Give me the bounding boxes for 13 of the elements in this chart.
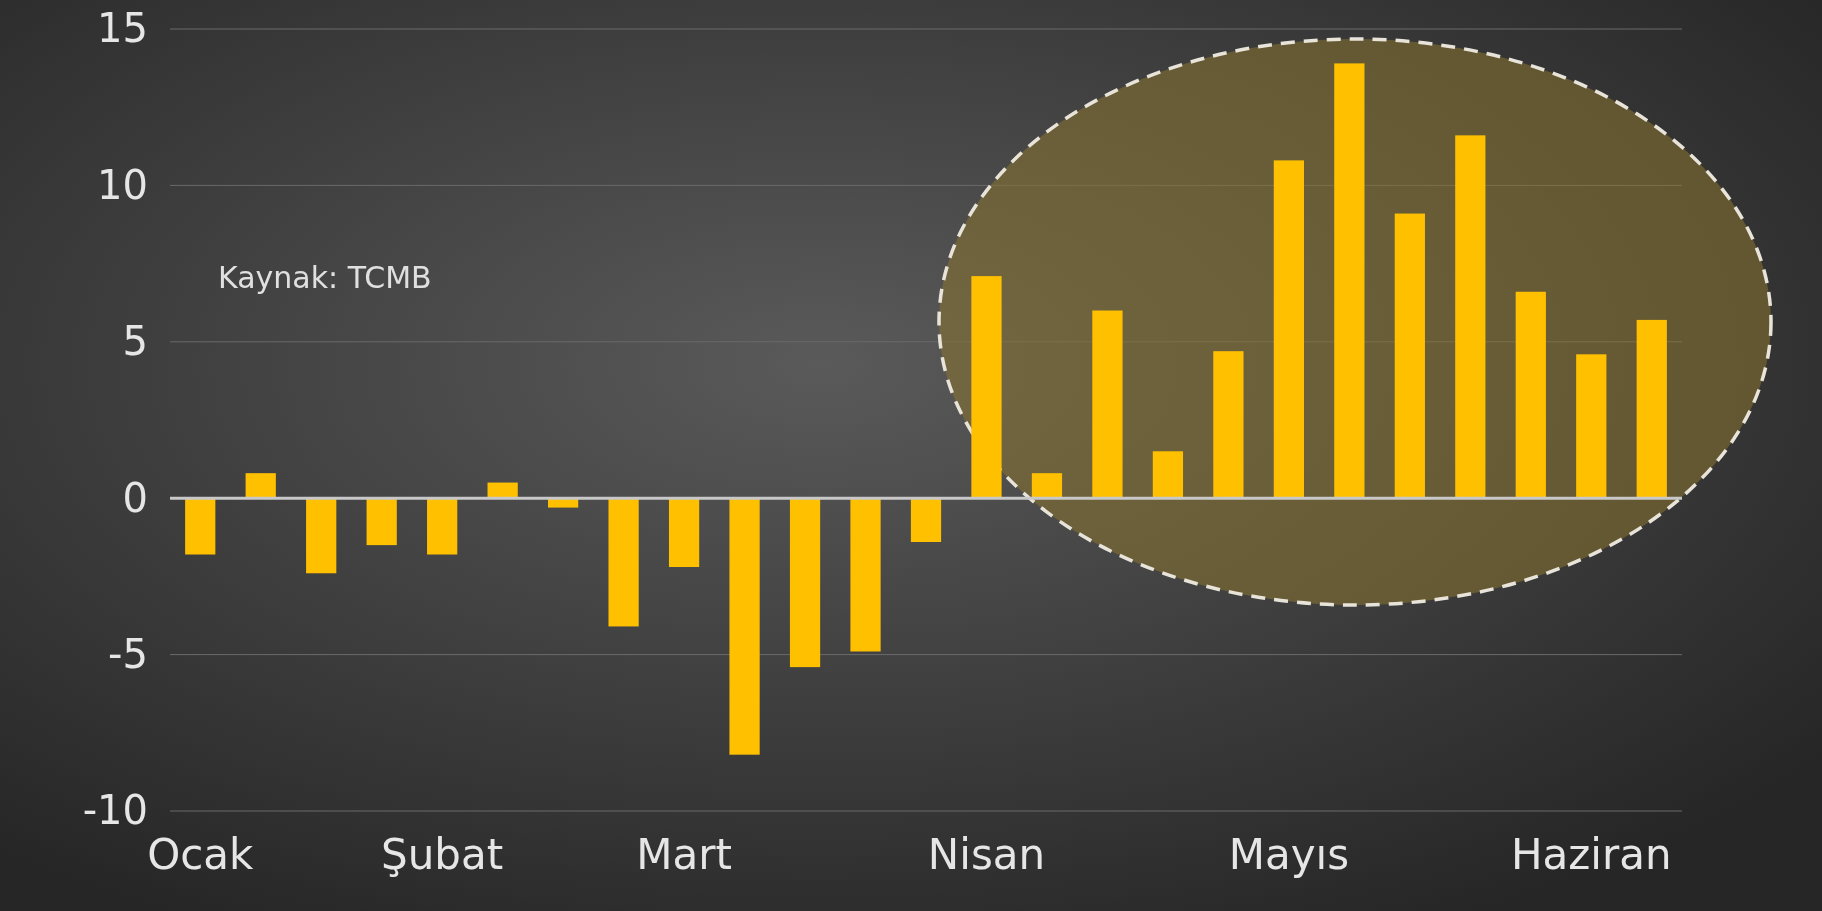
y-tick-label: -10 xyxy=(82,787,148,834)
x-tick-label: Şubat xyxy=(381,829,504,879)
y-tick-label: 15 xyxy=(97,5,148,52)
y-tick-label: 10 xyxy=(97,161,148,208)
y-tick-label: -5 xyxy=(108,630,148,677)
x-tick-label: Nisan xyxy=(927,829,1046,879)
x-tick-label: Mart xyxy=(636,829,732,879)
y-tick-label: 5 xyxy=(122,318,148,365)
x-tick-label: Mayıs xyxy=(1228,829,1350,879)
x-tick-label: Haziran xyxy=(1510,829,1672,879)
y-tick-label: 0 xyxy=(122,474,148,521)
annotation: Kaynak: TCMB xyxy=(218,260,432,295)
x-tick-label: Ocak xyxy=(147,829,255,879)
